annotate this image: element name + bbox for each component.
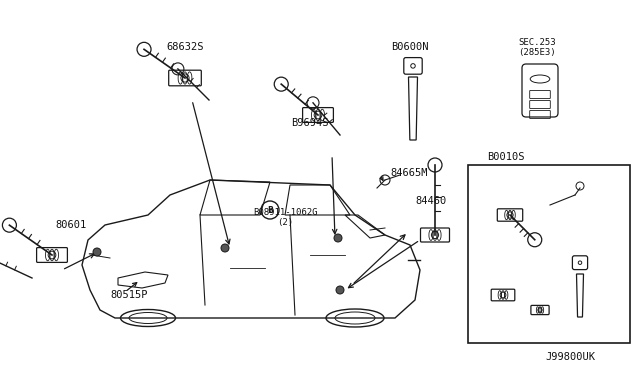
Text: B0600N: B0600N bbox=[391, 42, 429, 52]
Text: SEC.253
(285E3): SEC.253 (285E3) bbox=[518, 38, 556, 57]
Text: J99800UK: J99800UK bbox=[545, 352, 595, 362]
Text: 80515P: 80515P bbox=[110, 290, 147, 300]
Text: B08911-1062G
(2): B08911-1062G (2) bbox=[253, 208, 317, 227]
Text: 80601: 80601 bbox=[55, 220, 86, 230]
Text: B9694S: B9694S bbox=[291, 118, 329, 128]
Circle shape bbox=[93, 248, 101, 256]
Text: 84665M: 84665M bbox=[390, 168, 428, 178]
Circle shape bbox=[336, 286, 344, 294]
Text: B0010S: B0010S bbox=[487, 152, 525, 162]
Text: 68632S: 68632S bbox=[166, 42, 204, 52]
Text: 84460: 84460 bbox=[415, 196, 446, 206]
Circle shape bbox=[334, 234, 342, 242]
Circle shape bbox=[221, 244, 229, 252]
Text: B: B bbox=[267, 205, 273, 215]
Bar bbox=[468, 165, 630, 343]
